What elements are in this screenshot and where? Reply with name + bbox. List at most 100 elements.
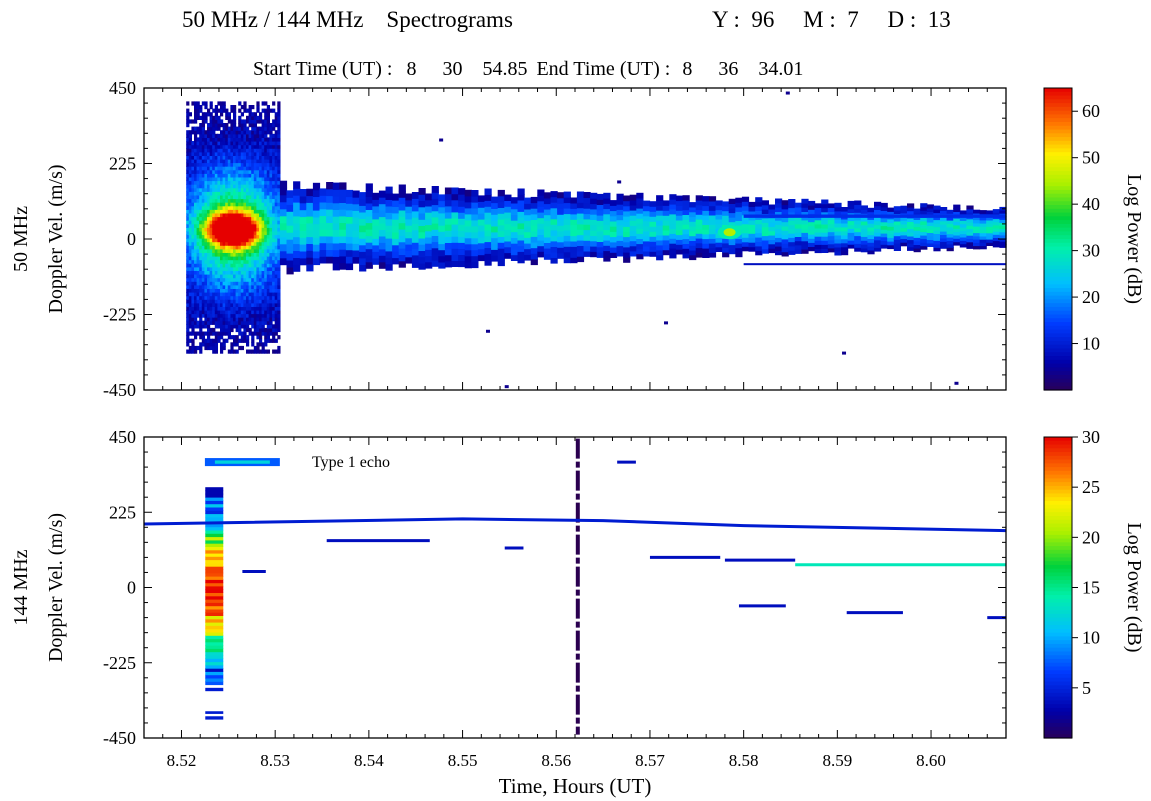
heatmap-cell [253,220,257,225]
heatmap-cell [359,251,367,259]
heatmap-cell [477,230,486,238]
heatmap-cell [768,204,776,210]
heatmap-cell [207,130,211,135]
colorbar-cell [1044,572,1072,577]
heatmap-cell [207,338,211,343]
heatmap-cell [269,141,273,146]
heatmap-cell [464,225,472,233]
heatmap-cell [312,210,321,218]
heatmap-cell [656,210,664,216]
heatmap-cell [201,101,205,106]
heatmap-cell [209,216,213,221]
heatmap-cell [209,317,213,322]
heatmap-cell [251,248,255,253]
heatmap-cell [220,173,224,178]
heatmap-cell [543,214,552,221]
heatmap-cell [205,510,224,515]
heatmap-cell [259,176,263,182]
heatmap-cell [261,317,265,322]
heatmap-cell [274,252,278,257]
heatmap-cell [196,202,200,207]
heatmap-cell [214,259,218,264]
heatmap-cell [874,205,882,210]
heatmap-cell [669,233,677,239]
heatmap-cell [253,155,257,160]
heatmap-cell [220,108,224,113]
heatmap-cell [345,223,354,231]
heatmap-cell [279,208,288,217]
heatmap-cell [557,247,565,254]
heatmap-cell [264,108,268,113]
heatmap-cell [207,209,211,214]
heatmap-cell [277,108,281,113]
heatmap-cell [576,213,585,219]
heatmap-cell [266,141,270,146]
heatmap-cell [238,299,242,304]
heatmap-cell [188,216,192,221]
heatmap-cell [781,243,789,248]
heatmap-cell [214,191,218,196]
heatmap-cell [986,242,994,246]
heatmap-cell [451,187,459,195]
heatmap-cell [191,223,195,228]
colorbar-cell [1044,719,1072,724]
heatmap-cell [264,295,268,300]
colorbar-cell [1044,235,1072,240]
heatmap-cell [248,205,252,210]
heatmap-cell [201,324,205,329]
heatmap-cell [225,130,229,135]
heatmap-cell [477,248,486,256]
heatmap-cell [246,223,250,228]
heatmap-cell [761,222,769,228]
heatmap-cell [243,338,247,343]
heatmap-cell [695,247,703,253]
heatmap-cell [570,230,578,237]
heatmap-cell [274,241,278,246]
heatmap-cell [827,207,835,212]
heatmap-cell [274,331,278,336]
heatmap-cell [220,241,224,246]
heatmap-cell [214,338,218,343]
heatmap-cell [966,218,974,223]
heatmap-cell [201,115,205,120]
heatmap-cell [277,248,281,253]
heatmap-cell [662,210,670,216]
heatmap-cell [264,320,268,325]
heatmap-cell [186,162,190,167]
heatmap-cell [222,126,226,131]
heatmap-cell [907,217,915,222]
heatmap-cell [583,208,591,215]
heatmap-cell [217,284,221,289]
heatmap-cell [230,245,234,250]
heatmap-cell [867,207,875,213]
heatmap-cell [306,264,314,272]
colorbar-tick-label: 25 [1082,477,1100,497]
heatmap-cell [220,220,224,225]
heatmap-cell [225,198,229,203]
heatmap-cell [272,187,276,192]
heatmap-cell [266,338,270,343]
heatmap-cell [583,202,591,209]
heatmap-cell [277,230,281,236]
heatmap-cell [264,169,268,174]
heatmap-cell [204,194,208,200]
heatmap-cell [794,236,802,242]
heatmap-cell [209,306,213,311]
heatmap-cell [191,270,195,275]
heatmap-cell [227,166,231,171]
heatmap-cell [274,274,278,279]
heatmap-cell [510,197,519,204]
heatmap-cell [253,245,257,250]
heatmap-cell [256,302,260,307]
heatmap-cell [431,253,439,261]
heatmap-cell [191,158,195,164]
heatmap-cell [438,225,446,232]
heatmap-cell [261,209,265,214]
heatmap-cell [188,238,192,243]
heatmap-cell [225,309,229,315]
heatmap-cell [530,236,538,243]
heatmap-cell [204,292,208,297]
heatmap-cell [979,219,987,224]
heatmap-cell [471,190,479,197]
heatmap-cell [557,208,565,215]
